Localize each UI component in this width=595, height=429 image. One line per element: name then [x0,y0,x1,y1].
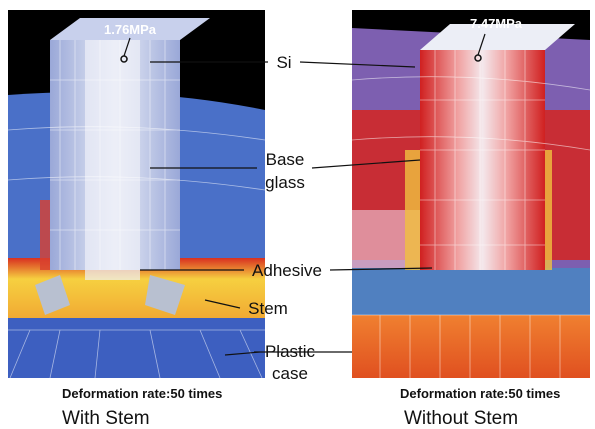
stress-label: 7.47MPa [470,16,523,31]
callout-base-glass: glass [265,173,305,192]
stress-label: 1.76MPa [104,22,157,37]
callout-plastic-case: case [272,364,308,383]
callout-plastic-case: Plastic [265,342,316,361]
deformation-note: Deformation rate:50 times [62,386,222,401]
callout-adhesive: Adhesive [252,261,322,280]
panel-with-stem: 1.76MPa [8,10,265,378]
caption: With Stem [62,408,150,429]
callout-base-glass: Base [266,150,305,169]
deformation-note: Deformation rate:50 times [400,386,560,401]
callout-stem: Stem [248,299,288,318]
caption: Without Stem [404,408,518,429]
figure: 1.76MPa 7.47MPa Si Base glass Adhesive S… [0,0,595,429]
callout-si: Si [276,53,291,72]
panel-without-stem: 7.47MPa [352,10,590,378]
